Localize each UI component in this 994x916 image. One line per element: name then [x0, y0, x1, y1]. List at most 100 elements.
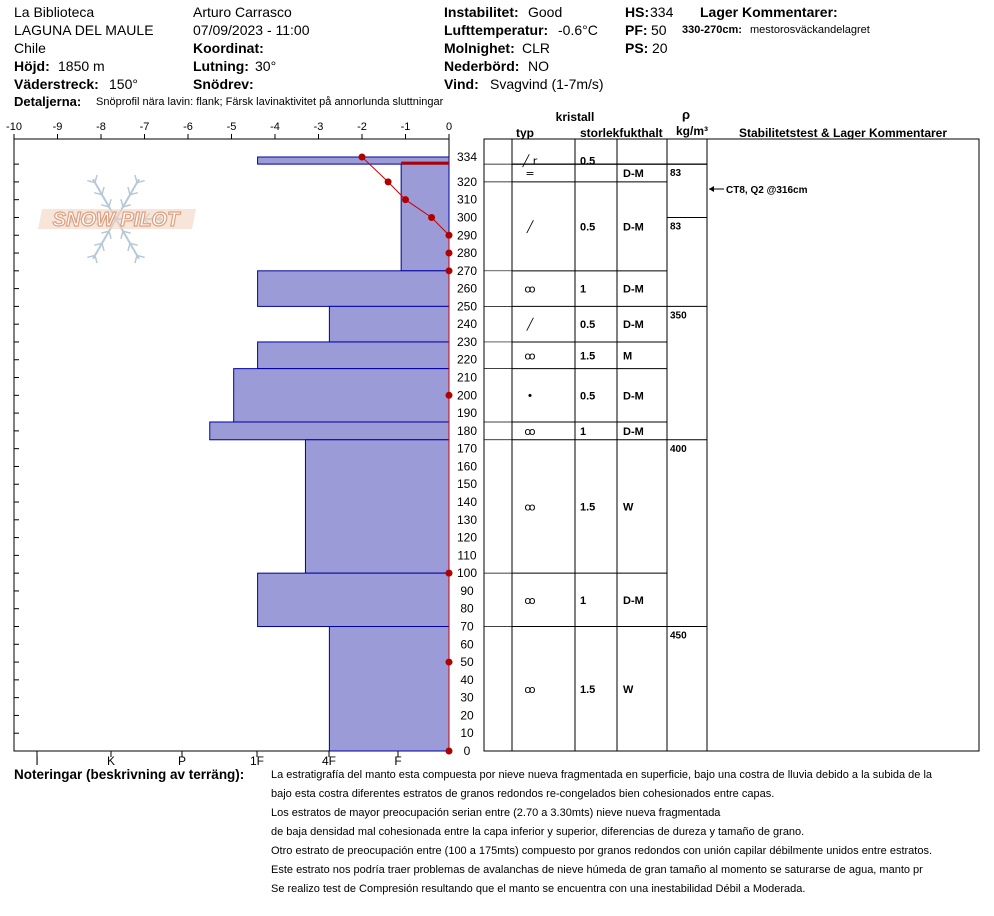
snowflake-branch: [94, 255, 98, 264]
slope-label: Lutning:: [193, 58, 249, 74]
depth-tick-label: 300: [457, 210, 477, 224]
sky-label: Molnighet:: [444, 40, 515, 56]
grain-type-icon: •: [527, 389, 534, 402]
temp-tick-label: -1: [401, 121, 411, 133]
grain-type-icon: ꝏ: [524, 500, 535, 513]
moisture-value: D-M: [623, 595, 644, 607]
grain-size: 1.5: [580, 684, 595, 696]
temp-tick-label: -4: [270, 121, 280, 133]
grain-size: 1.5: [580, 350, 595, 362]
density-value: 83: [670, 168, 682, 179]
depth-tick-label: 190: [457, 406, 477, 420]
temperature-point: [445, 569, 453, 577]
grain-type-icon: ╱: [526, 219, 535, 233]
grain-size: 0.5: [580, 319, 595, 331]
density-value: 450: [670, 631, 687, 642]
stability-test-label: CT8, Q2 @316cm: [726, 185, 808, 196]
elevation-label: Höjd:: [14, 58, 50, 74]
depth-tick-label: 140: [457, 495, 477, 509]
moisture-value: D-M: [623, 319, 644, 331]
depth-tick-label: 110: [457, 548, 476, 562]
slope-value: 30°: [255, 58, 277, 74]
hardness-bar: [257, 270, 450, 307]
hs-value: 334: [650, 4, 674, 20]
snowpilot-logo: SNOW PILOT: [38, 174, 196, 264]
temp-tick-label: -7: [140, 121, 150, 133]
grain-type-icon: ꝏ: [524, 594, 535, 607]
hardness-tick-label: 4F: [322, 754, 336, 768]
note-line: de baja densidad mal cohesionada entre l…: [271, 826, 805, 838]
snowflake-branch: [101, 230, 110, 234]
hardness-bar: [328, 626, 450, 752]
hardness-bar: [304, 439, 450, 574]
depth-tick-label: 170: [457, 442, 477, 456]
hs-label: HS:: [625, 4, 650, 20]
note-line: Este estrato nos podría traer problemas …: [271, 864, 923, 876]
depth-tick-label: 200: [457, 388, 477, 402]
grain-type-icon: ╱: [526, 317, 535, 331]
details-label: Detaljerna:: [14, 94, 82, 109]
snowflake-branch: [94, 191, 103, 196]
snowflake-branch: [127, 243, 131, 252]
wind-loading-label: Snödrev:: [193, 76, 254, 92]
depth-tick-label: 40: [460, 673, 474, 687]
snowflake-branch: [108, 198, 112, 208]
moisture-value: D-M: [623, 426, 644, 438]
moisture-value: D-M: [623, 284, 644, 296]
moisture-value: D-M: [623, 390, 644, 402]
temperature-point: [445, 658, 453, 666]
depth-tick-label: 30: [460, 691, 474, 705]
table-header: kristall: [556, 110, 595, 124]
hardness-tick-label: I: [35, 754, 38, 768]
temp-tick-label: -5: [227, 121, 237, 133]
depth-tick-label: 270: [457, 264, 477, 278]
depth-tick-label: 90: [460, 584, 474, 598]
snowflake-branch: [129, 191, 138, 196]
details-text: Snöprofil nära lavin: flank; Färsk lavin…: [96, 96, 444, 108]
grain-size: 1: [580, 595, 586, 607]
moisture-value: W: [623, 501, 634, 513]
hardness-bar: [400, 163, 450, 272]
depth-tick-label: 260: [457, 282, 477, 296]
snowflake-branch: [122, 204, 131, 208]
depth-tick-label: 250: [457, 299, 477, 313]
depth-tick-label: 10: [460, 726, 474, 740]
snowflake-branch: [87, 254, 96, 259]
stability-arrowhead: [709, 186, 714, 193]
table-header: kg/m³: [676, 124, 708, 138]
precip-value: NO: [528, 58, 549, 74]
depth-tick-label: 280: [457, 246, 477, 260]
snowflake-branch: [101, 243, 105, 252]
temp-tick-label: -8: [96, 121, 106, 133]
instability-label: Instabilitet:: [444, 4, 519, 20]
table-header: storlek: [580, 126, 620, 140]
snowflake-branch: [129, 242, 138, 247]
density-value: 350: [670, 310, 687, 321]
temperature-profile: [358, 153, 453, 755]
note-line: La estratigrafía del manto esta compuest…: [271, 769, 933, 781]
hardness-bar: [209, 421, 450, 441]
depth-tick-label: 80: [460, 602, 474, 616]
density-value: 400: [670, 444, 687, 455]
grain-type-icon: ꝏ: [524, 683, 535, 696]
snowflake-branch: [120, 198, 124, 208]
depth-tick-label: 160: [457, 459, 477, 473]
depth-tick-label: 60: [460, 637, 474, 651]
table-header: fukthalt: [619, 126, 662, 140]
grain-size: 1: [580, 284, 586, 296]
temperature-point: [445, 747, 453, 755]
observation-datetime: 07/09/2023 - 11:00: [193, 22, 310, 38]
org-name: La Biblioteca: [14, 4, 95, 20]
temperature-point: [445, 231, 453, 239]
hardness-tick-label: P: [178, 754, 186, 768]
instability-value: Good: [528, 4, 563, 20]
temp-tick-label: -9: [53, 121, 63, 133]
grain-type-icon: ꝏ: [524, 349, 535, 362]
depth-tick-label: 230: [457, 335, 477, 349]
temperature-point: [428, 213, 436, 221]
table-frame: [483, 138, 980, 752]
snowflake-branch: [127, 186, 131, 195]
ps-value: 20: [652, 40, 668, 56]
layer-comments-label: Lager Kommentarer:: [700, 4, 838, 20]
layer-comment-range: 330-270cm:: [682, 24, 742, 36]
